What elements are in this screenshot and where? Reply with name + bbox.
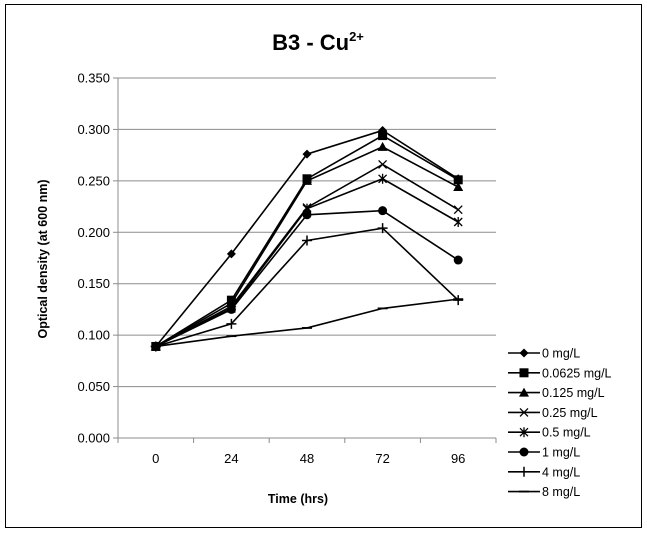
legend-label: 0.25 mg/L xyxy=(542,406,598,420)
data-point xyxy=(519,466,529,477)
data-point xyxy=(378,159,388,169)
x-axis-title: Time (hrs) xyxy=(268,492,328,506)
data-point xyxy=(226,249,236,259)
y-tick-label: 0.250 xyxy=(77,173,110,188)
data-point xyxy=(302,175,312,185)
data-point xyxy=(453,205,463,215)
data-point xyxy=(519,387,529,397)
x-tick-label: 96 xyxy=(451,451,465,466)
y-axis-title: Optical density (at 600 nm) xyxy=(36,179,50,338)
data-point xyxy=(378,173,388,184)
data-point xyxy=(302,149,312,159)
series-lines xyxy=(150,125,464,352)
data-point xyxy=(378,206,388,216)
data-point xyxy=(519,348,529,358)
x-tick-label: 48 xyxy=(300,451,314,466)
chart-title-superscript: 2+ xyxy=(349,29,364,44)
chart-title-main: B3 - Cu xyxy=(272,30,349,55)
legend-entry: 8 mg/L xyxy=(508,485,580,499)
axes: 0.000 0.050 0.100 0.150 0.200 0.250 0.300 0.350… xyxy=(77,71,497,466)
data-point xyxy=(453,175,463,185)
y-tick-label: 0.050 xyxy=(77,379,110,394)
legend: 0 mg/L 0.0625 mg/L 0.125 mg/L 0.25 mg/L 0.5 … xyxy=(508,347,612,499)
legend-entry: 0 mg/L xyxy=(508,347,580,361)
legend-entry: 0.5 mg/L xyxy=(508,426,591,440)
data-point xyxy=(226,304,236,314)
data-point xyxy=(302,210,312,220)
x-tick-label: 0 xyxy=(152,451,159,466)
data-point xyxy=(453,217,463,227)
series-1-mg-l xyxy=(151,206,463,351)
series-8-mg-l xyxy=(150,298,464,348)
y-tick-label: 0.200 xyxy=(77,225,110,240)
series-0-125-mg-l xyxy=(150,141,464,351)
series-line xyxy=(155,209,459,348)
y-tick-label: 0.100 xyxy=(77,328,110,343)
data-point xyxy=(519,368,529,378)
data-point xyxy=(519,427,529,438)
legend-label: 0 mg/L xyxy=(542,347,580,361)
legend-entry: 1 mg/L xyxy=(508,446,580,460)
data-point xyxy=(453,255,463,265)
data-point xyxy=(377,141,388,151)
legend-entry: 0.25 mg/L xyxy=(508,406,598,420)
legend-label: 8 mg/L xyxy=(542,485,580,499)
legend-label: 0.125 mg/L xyxy=(542,386,605,400)
y-tick-label: 0.350 xyxy=(77,71,110,86)
legend-label: 1 mg/L xyxy=(542,446,580,460)
chart-frame xyxy=(5,4,642,528)
legend-entry: 4 mg/L xyxy=(508,465,580,479)
x-tick-label: 72 xyxy=(375,451,389,466)
legend-label: 0.5 mg/L xyxy=(542,426,591,440)
chart-title: B3 - Cu2+ xyxy=(272,29,364,55)
legend-entry: 0.0625 mg/L xyxy=(508,366,612,380)
data-point xyxy=(377,223,388,234)
data-point xyxy=(453,182,464,192)
data-point xyxy=(519,407,529,417)
x-tick-label: 24 xyxy=(224,451,238,466)
data-point xyxy=(302,235,312,246)
legend-label: 0.0625 mg/L xyxy=(542,366,612,380)
data-point xyxy=(226,318,237,329)
legend-label: 4 mg/L xyxy=(542,465,580,479)
y-tick-label: 0.000 xyxy=(77,431,110,446)
y-tick-label: 0.150 xyxy=(77,276,110,291)
data-point xyxy=(378,131,388,141)
legend-entry: 0.125 mg/L xyxy=(508,386,605,400)
series-4-mg-l xyxy=(150,223,464,352)
data-point xyxy=(519,447,529,457)
y-tick-label: 0.300 xyxy=(77,122,110,137)
